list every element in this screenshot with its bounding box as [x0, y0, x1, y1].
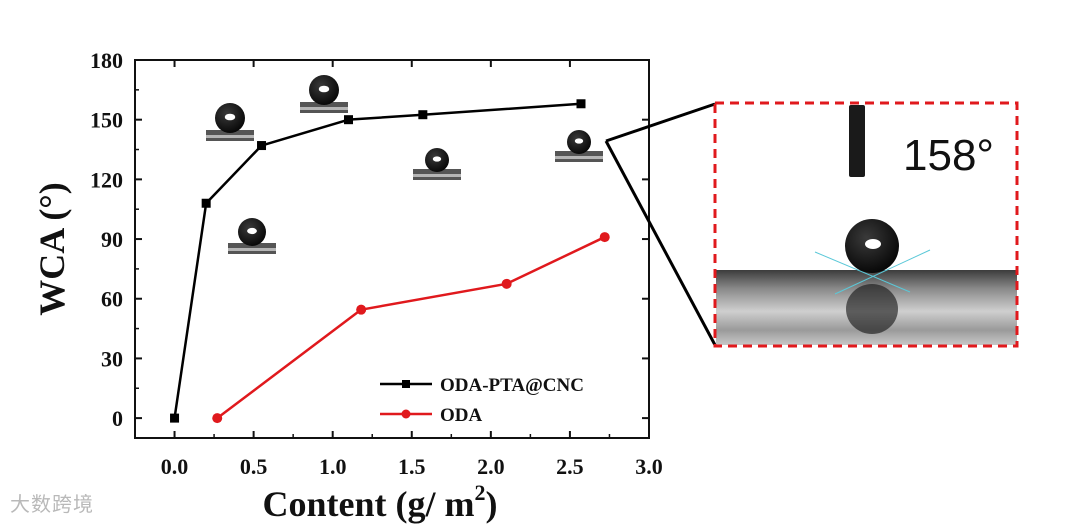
legend-marker-oda-pta	[402, 380, 410, 388]
thumbnail-surface-highlight	[413, 174, 461, 177]
thumbnail-surface-highlight	[228, 248, 276, 251]
data-point-oda-pta-cnc	[257, 141, 267, 151]
y-tick-label: 120	[90, 167, 123, 192]
legend-label-oda-pta: ODA-PTA@CNC	[440, 375, 584, 396]
y-tick-label: 60	[101, 287, 123, 312]
y-tick-label: 30	[101, 346, 123, 371]
thumbnail-droplet-highlight	[574, 138, 584, 144]
axes: 0.0 0.5 1.0 1.5 2.0 2.5 3.0 0 30 60 90 120 150 180	[90, 48, 663, 479]
y-tick-label: 90	[101, 227, 123, 252]
thumbnail-surface-highlight	[300, 107, 348, 110]
y-axis-title: WCA (°)	[32, 182, 72, 315]
x-tick-label: 1.5	[398, 454, 426, 479]
droplet-thumbnails	[206, 75, 603, 254]
x-tick-label: 2.0	[477, 454, 505, 479]
data-point-oda-pta-cnc	[576, 99, 586, 109]
x-tick-label: 0.0	[161, 454, 189, 479]
data-point-oda	[599, 232, 610, 243]
legend-label-oda: ODA	[440, 405, 483, 426]
inset-droplet-highlight	[865, 239, 881, 249]
data-point-oda-pta-cnc	[201, 198, 211, 208]
y-tick-label: 180	[90, 48, 123, 73]
thumbnail-droplet-highlight	[224, 113, 236, 121]
x-tick-label: 3.0	[635, 454, 663, 479]
x-axis-title-superscript: 2	[474, 480, 485, 505]
data-point-oda	[212, 413, 223, 424]
series-line-oda	[216, 235, 606, 420]
inset-droplet-reflection	[846, 284, 898, 334]
x-tick-label: 0.5	[240, 454, 268, 479]
series-layer	[170, 99, 610, 424]
legend-marker-oda	[401, 409, 411, 419]
inset-border	[713, 101, 1019, 348]
x-tick-label: 1.0	[319, 454, 347, 479]
inset-tangent-right	[834, 249, 931, 295]
legend: ODA-PTA@CNC ODA	[380, 375, 584, 426]
zoom-connector-top	[605, 102, 716, 143]
plot-frame	[134, 59, 650, 439]
inset-angle-label: 158°	[903, 131, 994, 180]
data-point-oda	[356, 304, 367, 315]
thumbnail-droplet-highlight	[247, 227, 257, 235]
series-line-oda-pta-cnc	[173, 102, 582, 419]
inset-needle	[849, 105, 865, 177]
zoom-connector-bottom	[604, 140, 717, 346]
y-tick-label: 0	[112, 406, 123, 431]
thumbnail-droplet-highlight	[432, 156, 442, 162]
watermark: 大数跨境	[10, 492, 94, 516]
x-axis-title: Content (g/ m2)	[263, 480, 498, 524]
thumbnail-droplet-highlight	[318, 85, 330, 93]
data-point-oda-pta-cnc	[344, 115, 354, 125]
x-tick-label: 2.5	[556, 454, 584, 479]
inset-tangent-left	[814, 251, 911, 293]
data-point-oda-pta-cnc	[418, 110, 428, 120]
y-tick-label: 150	[90, 108, 123, 133]
data-point-oda-pta-cnc	[170, 413, 180, 423]
data-point-oda	[501, 278, 512, 289]
inset-droplet-image: 158°	[716, 105, 1017, 345]
thumbnail-surface-highlight	[206, 135, 254, 138]
thumbnail-surface-highlight	[555, 156, 603, 159]
